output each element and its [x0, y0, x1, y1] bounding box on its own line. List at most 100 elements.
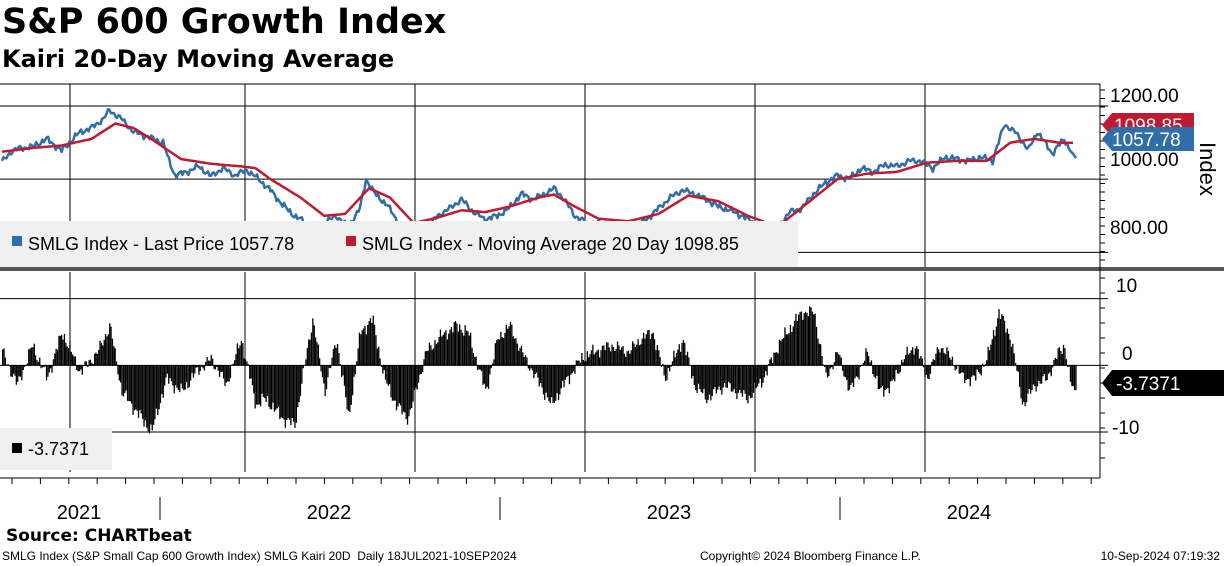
kairi-bar — [463, 335, 465, 366]
kairi-bar — [470, 332, 472, 366]
kairi-bar — [218, 365, 221, 377]
kairi-bar — [710, 365, 712, 401]
kairi-bar — [378, 346, 380, 366]
kairi-bar — [353, 365, 355, 377]
kairi-bar — [483, 365, 485, 384]
kairi-bar — [357, 348, 359, 366]
kairi-bar — [582, 360, 584, 366]
kairi-bar — [666, 365, 668, 381]
kairi-bar — [851, 365, 853, 383]
kairi-bar — [839, 355, 841, 366]
kairi-bar — [55, 348, 57, 366]
kairi-bar — [1075, 365, 1077, 391]
kairi-bar — [465, 330, 468, 366]
kairi-bar — [66, 346, 68, 366]
kairi-bar — [153, 365, 155, 425]
kairi-bar — [799, 311, 801, 366]
kairi-bar — [1071, 365, 1073, 386]
kairi-bar — [1041, 365, 1043, 384]
kairi-bar — [619, 349, 621, 366]
kairi-bar — [482, 365, 484, 385]
kairi-bar — [610, 351, 612, 366]
kairi-bar — [22, 365, 24, 371]
kairi-bar — [758, 365, 760, 384]
kairi-bar — [902, 362, 904, 366]
kairi-bar — [34, 355, 37, 366]
kairi-bar — [847, 365, 849, 391]
kairi-bar — [933, 360, 936, 366]
kairi-bar — [570, 365, 572, 375]
kairi-bar — [225, 365, 227, 383]
kairi-bar — [988, 350, 991, 366]
kairi-bar — [52, 359, 55, 366]
kairi-bar — [419, 365, 421, 375]
kairi-bar — [873, 365, 875, 377]
kairi-bar — [622, 346, 624, 366]
kairi-bar — [718, 365, 720, 387]
kairi-bar — [968, 365, 970, 380]
kairi-bar — [1012, 343, 1014, 366]
kairi-bar — [170, 365, 173, 382]
kairi-bar — [680, 351, 682, 366]
kairi-bar — [982, 363, 984, 366]
kairi-bar — [857, 365, 859, 378]
kairi-bar — [529, 365, 531, 371]
kairi-bar — [674, 357, 676, 366]
kairi-bar — [634, 347, 636, 366]
kairi-bar — [755, 365, 757, 389]
kairi-bar — [314, 337, 317, 366]
kairi-bar — [151, 365, 153, 431]
kairi-bar — [862, 363, 864, 366]
kairi-bar — [662, 363, 664, 366]
kairi-bar — [349, 365, 351, 412]
kairi-bar — [124, 365, 126, 393]
kairi-bar — [696, 365, 698, 393]
kairi-bar — [562, 365, 564, 381]
kairi-bar — [136, 365, 138, 411]
kairi-bar — [706, 365, 708, 404]
kairi-bar — [1042, 365, 1044, 377]
kairi-bar — [135, 365, 137, 410]
kairi-bar — [874, 365, 877, 379]
kairi-bar — [413, 365, 415, 390]
moving-average-line — [1, 122, 1074, 228]
kairi-bar — [600, 350, 602, 366]
kairi-bar — [146, 365, 148, 428]
kairi-bar — [468, 335, 470, 366]
kairi-bar — [1046, 365, 1048, 380]
kairi-bar — [67, 347, 70, 366]
kairi-bar — [1028, 365, 1030, 389]
kairi-bar — [246, 361, 248, 366]
kairi-bar — [685, 355, 687, 366]
kairi-bar — [481, 365, 483, 372]
kairi-bar — [972, 365, 974, 376]
kairi-bar — [356, 361, 358, 366]
kairi-bar — [533, 365, 535, 379]
kairi-bar — [640, 344, 642, 366]
kairi-bar — [630, 350, 632, 366]
kairi-bar — [559, 365, 561, 395]
kairi-bar — [313, 325, 315, 366]
kairi-bar — [207, 360, 210, 366]
kairi-bar — [608, 347, 610, 366]
kairi-bar — [872, 365, 874, 374]
kairi-bar — [268, 365, 270, 407]
kairi-bar — [321, 365, 324, 378]
kairi-bar — [914, 348, 916, 366]
kairi-bar — [759, 365, 761, 379]
kairi-bar — [59, 335, 61, 366]
kairi-bar — [737, 365, 739, 393]
kairi-bar — [553, 365, 555, 403]
kairi-bar — [938, 349, 940, 366]
kairi-bar — [17, 365, 19, 382]
kairi-bar — [983, 365, 985, 367]
kairi-bar — [671, 361, 674, 366]
kairi-bar — [168, 365, 170, 384]
kairi-bar — [637, 339, 639, 366]
kairi-bar — [955, 365, 958, 370]
kairi-bar — [769, 359, 771, 366]
kairi-bar — [95, 352, 97, 366]
kairi-bar — [1073, 365, 1076, 391]
kairi-bar — [962, 365, 964, 373]
kairi-bar — [240, 341, 243, 366]
